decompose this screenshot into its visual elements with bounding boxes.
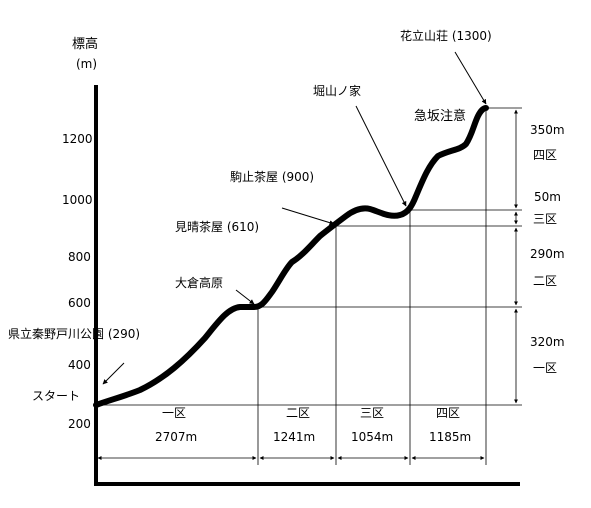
distance-section-value: 2707m	[155, 430, 197, 444]
distance-section-value: 1054m	[351, 430, 393, 444]
gain-section-value: 50m	[534, 190, 561, 204]
y-tick-label: 400	[68, 358, 91, 372]
label-kyuzaka-chui: 急坂注意	[414, 108, 466, 124]
pointer-arrow-horiyama	[355, 105, 407, 207]
label-miharashi-chaya: 見晴茶屋 (610)	[175, 219, 259, 234]
elevation-profile-line	[93, 105, 489, 408]
y-tick-label: 800	[68, 250, 91, 264]
y-tick-label: 1200	[62, 132, 93, 146]
y-tick-label: 600	[68, 296, 91, 310]
gain-section-name: 四区	[533, 148, 557, 162]
distance-section-value: 1185m	[429, 430, 471, 444]
gain-section-name: 三区	[533, 212, 557, 226]
y-axis-unit: (m)	[76, 57, 97, 71]
distance-section-name: 四区	[436, 406, 460, 420]
gain-section-name: 二区	[533, 274, 557, 288]
y-tick-label: 200	[68, 417, 91, 431]
gain-section-value: 350m	[530, 123, 565, 137]
gain-section-value: 290m	[530, 247, 565, 261]
pointer-arrow-okura	[235, 289, 255, 305]
label-horiyama-no-ie: 堀山ノ家	[313, 83, 361, 98]
gain-section-value: 320m	[530, 335, 565, 349]
label-hanatate-sanso: 花立山荘 (1300)	[400, 28, 492, 43]
pointer-arrow-miharashi	[281, 207, 335, 226]
distance-section-value: 1241m	[273, 430, 315, 444]
label-start: スタート	[32, 389, 80, 403]
gain-section-name: 一区	[533, 361, 557, 375]
distance-section-name: 二区	[286, 406, 310, 420]
pointer-arrow-start	[102, 362, 125, 385]
distance-section-name: 一区	[162, 406, 186, 420]
label-okura-kogen: 大倉高原	[175, 275, 223, 290]
distance-section-name: 三区	[360, 406, 384, 420]
pointer-arrow-peak	[454, 51, 487, 105]
label-start-point: 県立秦野戸川公園 (290)	[8, 326, 140, 341]
y-axis-title: 標高	[72, 36, 98, 52]
y-tick-label: 1000	[62, 193, 93, 207]
label-komadome-chaya: 駒止茶屋 (900)	[230, 169, 314, 184]
